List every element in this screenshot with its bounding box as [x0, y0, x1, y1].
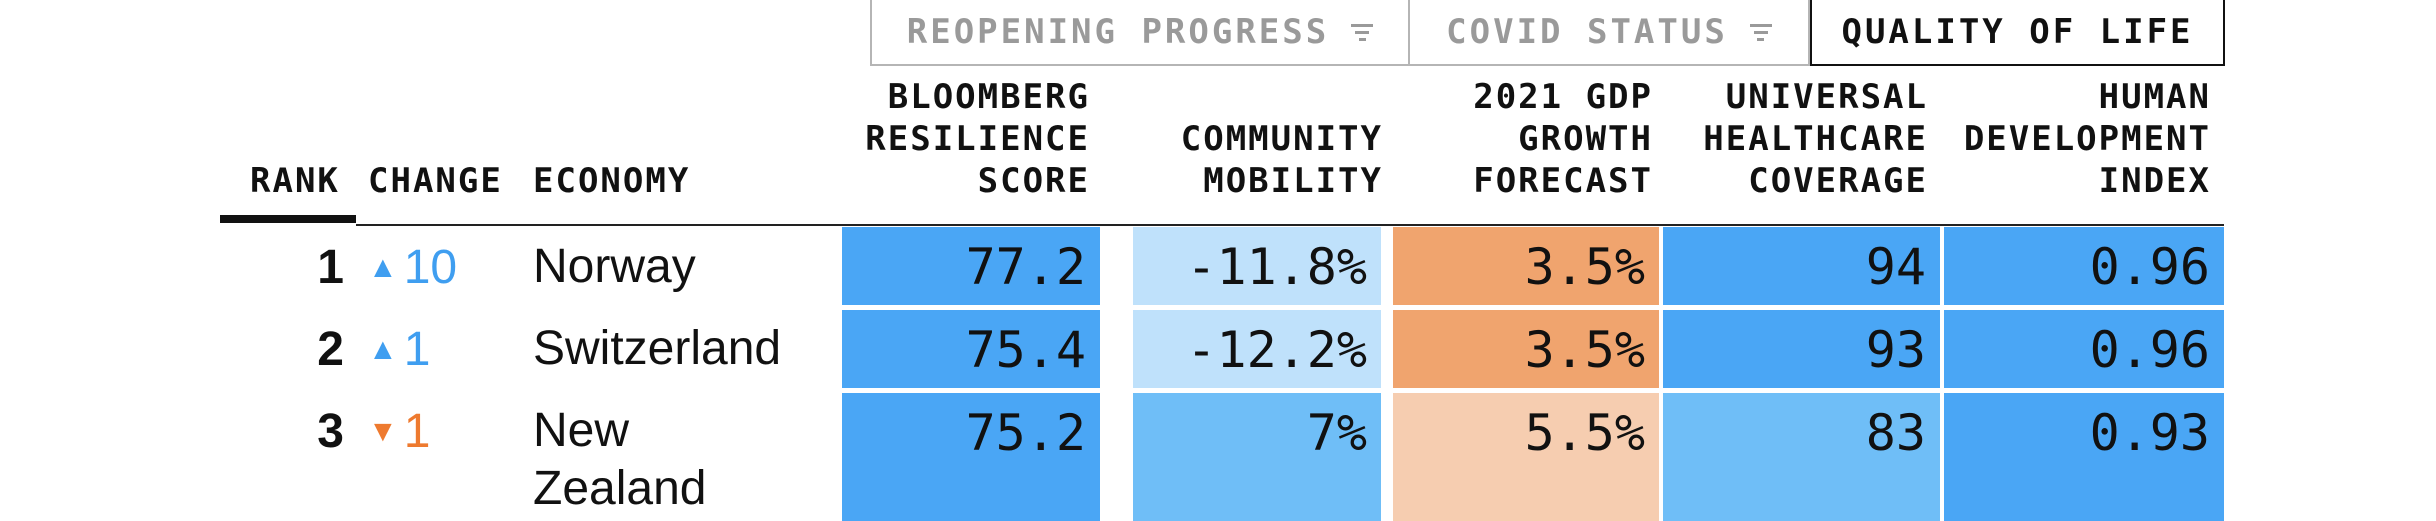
- header-resilience-score[interactable]: BLOOMBERG RESILIENCE SCORE: [865, 77, 1090, 201]
- arrow-up-icon: ▲: [368, 332, 398, 366]
- hdi-cell: 0.96: [1944, 310, 2224, 388]
- change-value: 1: [403, 405, 431, 458]
- header-community-mobility[interactable]: COMMUNITY MOBILITY: [1180, 119, 1383, 201]
- community-mobility-cell: 7%: [1133, 393, 1381, 521]
- tab-reopening-label: REOPENING PROGRESS: [906, 12, 1330, 52]
- tab-quality-of-life[interactable]: QUALITY OF LIFE: [1810, 0, 2225, 66]
- header-hdi[interactable]: HUMAN DEVELOPMENT INDEX: [1963, 77, 2211, 201]
- tab-covid-label: COVID STATUS: [1446, 12, 1728, 52]
- healthcare-coverage-cell: 83: [1663, 393, 1940, 521]
- economy-name[interactable]: New Zealand: [533, 404, 707, 515]
- change-indicator: ▲ 1: [368, 322, 430, 377]
- resilience-score-cell: 77.2: [842, 227, 1100, 305]
- header-healthcare-coverage[interactable]: UNIVERSAL HEALTHCARE COVERAGE: [1703, 77, 1928, 201]
- tab-covid-status[interactable]: COVID STATUS: [1410, 0, 1810, 66]
- gdp-forecast-cell: 3.5%: [1393, 227, 1659, 305]
- change-indicator: ▼ 1: [368, 404, 430, 459]
- hdi-cell: 0.93: [1944, 393, 2224, 521]
- header-divider: [356, 224, 2224, 226]
- economy-name[interactable]: Switzerland: [533, 322, 782, 375]
- arrow-up-icon: ▲: [368, 250, 398, 284]
- rank-value: 2: [317, 323, 344, 376]
- healthcare-coverage-cell: 93: [1663, 310, 1940, 388]
- view-tabs: REOPENING PROGRESS COVID STATUS QUALITY …: [870, 0, 2225, 66]
- arrow-down-icon: ▼: [368, 414, 398, 448]
- tab-reopening-progress[interactable]: REOPENING PROGRESS: [870, 0, 1410, 66]
- header-economy[interactable]: ECONOMY: [533, 161, 691, 201]
- rank-value: 3: [317, 405, 344, 458]
- resilience-score-cell: 75.4: [842, 310, 1100, 388]
- sort-indicator: [220, 215, 356, 223]
- economy-name[interactable]: Norway: [533, 240, 696, 293]
- community-mobility-cell: -11.8%: [1133, 227, 1381, 305]
- header-change[interactable]: CHANGE: [368, 161, 503, 201]
- tab-quality-label: QUALITY OF LIFE: [1841, 12, 2194, 52]
- gdp-forecast-cell: 5.5%: [1393, 393, 1659, 521]
- gdp-forecast-cell: 3.5%: [1393, 310, 1659, 388]
- filter-icon: [1351, 23, 1374, 41]
- header-gdp-forecast[interactable]: 2021 GDP GROWTH FORECAST: [1473, 77, 1653, 201]
- hdi-cell: 0.96: [1944, 227, 2224, 305]
- change-indicator: ▲ 10: [368, 240, 457, 295]
- healthcare-coverage-cell: 94: [1663, 227, 1940, 305]
- community-mobility-cell: -12.2%: [1133, 310, 1381, 388]
- header-rank[interactable]: RANK: [250, 161, 340, 201]
- change-value: 1: [403, 323, 431, 376]
- change-value: 10: [403, 241, 458, 294]
- resilience-score-cell: 75.2: [842, 393, 1100, 521]
- filter-icon: [1749, 23, 1772, 41]
- rank-value: 1: [317, 241, 344, 294]
